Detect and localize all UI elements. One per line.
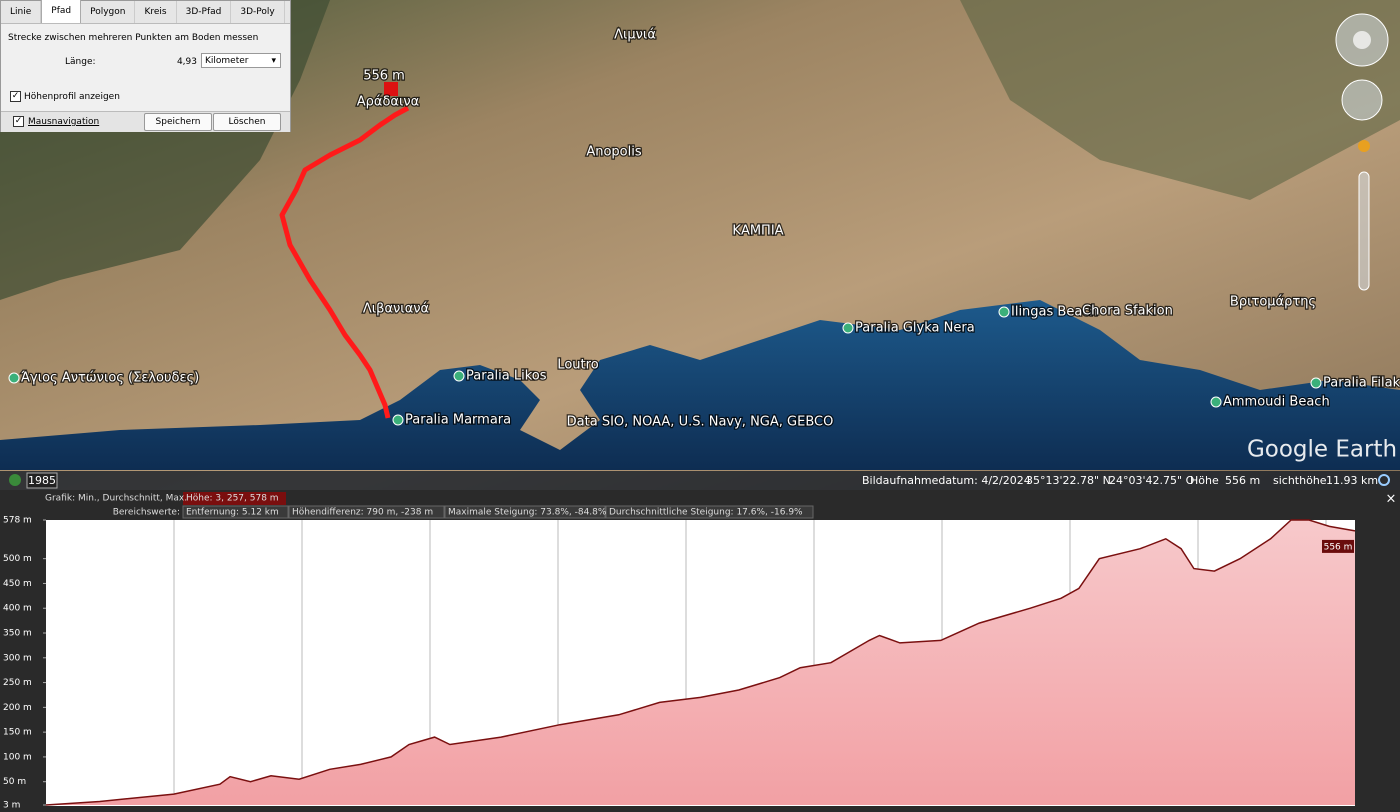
y-tick-label: 400 m bbox=[3, 604, 32, 614]
map-sea bbox=[0, 300, 1400, 470]
profile-height-stats: Höhe: 3, 257, 578 m bbox=[186, 494, 279, 504]
place-pin bbox=[998, 306, 1010, 318]
status-imagery-date: Bildaufnahmedatum: 4/2/2024 bbox=[862, 474, 1031, 487]
logo: Google Earth bbox=[1247, 437, 1397, 463]
map-label: Βριτομάρτης bbox=[1230, 295, 1316, 310]
status-latitude: 35°13'22.78" N bbox=[1026, 474, 1111, 487]
map-label: Chora Sfakion bbox=[1082, 304, 1173, 319]
profile-checkbox[interactable]: ✓ bbox=[10, 91, 21, 102]
map-label: Paralia Marmara bbox=[405, 413, 511, 428]
route-path bbox=[279, 105, 410, 419]
route-marker bbox=[384, 82, 398, 96]
height-box bbox=[183, 492, 286, 505]
y-tick-label: 578 m bbox=[3, 516, 32, 526]
map-label: Anopolis bbox=[586, 145, 642, 160]
status-elevation: 556 m bbox=[1225, 474, 1260, 487]
measure-dialog: Linie Pfad Polygon Kreis 3D-Pfad 3D-Poly Stre… bbox=[0, 0, 291, 132]
zoom-slider[interactable] bbox=[1358, 171, 1370, 291]
y-tick-label: 300 m bbox=[3, 653, 32, 663]
tab-bar: Linie Pfad Polygon Kreis 3D-Pfad 3D-Poly bbox=[1, 0, 290, 24]
map-label: Paralia Filaki bbox=[1323, 376, 1400, 391]
street-view-icon[interactable] bbox=[1358, 140, 1370, 152]
map-label: Λιμνιά bbox=[614, 28, 656, 43]
map-label: Ilingas Beach bbox=[1011, 305, 1098, 320]
streaming-indicator bbox=[1378, 474, 1390, 486]
nav-controls bbox=[1335, 13, 1389, 291]
profile-checkbox-label: Höhenprofil anzeigen bbox=[24, 92, 120, 102]
description: Strecke zwischen mehreren Punkten am Bod… bbox=[8, 33, 259, 43]
place-pin bbox=[8, 372, 20, 384]
place-pin bbox=[453, 370, 465, 382]
elevation-area bbox=[46, 520, 1355, 805]
status-bar bbox=[0, 471, 1400, 490]
status-longitude: 24°03'42.75" O bbox=[1109, 474, 1195, 487]
marker-box bbox=[1322, 539, 1354, 553]
close-button[interactable]: × bbox=[1386, 492, 1397, 507]
y-tick-label: 150 m bbox=[3, 728, 32, 738]
y-tick-label: 450 m bbox=[3, 579, 32, 589]
place-pin bbox=[842, 322, 854, 334]
tab[interactable]: Linie bbox=[1, 1, 42, 23]
map-label: Paralia Glyka Nera bbox=[855, 321, 975, 336]
map-label: Αράδαινα bbox=[357, 95, 419, 110]
distance-box bbox=[182, 505, 289, 519]
place-pin bbox=[392, 414, 404, 426]
map-label: 556 m bbox=[363, 69, 405, 84]
status-elevation-label: Höhe bbox=[1190, 474, 1219, 487]
y-tick-label: 50 m bbox=[3, 777, 26, 787]
tab[interactable]: Polygon bbox=[81, 1, 136, 23]
status-eye-altitude: 11.93 km bbox=[1326, 474, 1378, 487]
profile-range-label: Bereichswerte: bbox=[113, 508, 180, 518]
look-center bbox=[1353, 31, 1371, 49]
save-button[interactable]: Speichern bbox=[144, 113, 212, 131]
profile-graph-label: Grafik: Min., Durchschnitt, Max. bbox=[45, 494, 187, 504]
profile-distance: Entfernung: 5.12 km bbox=[186, 508, 279, 518]
mouse-nav-label: Mausnavigation bbox=[28, 117, 100, 127]
tab[interactable]: Kreis bbox=[135, 1, 177, 23]
y-tick-label: 200 m bbox=[3, 703, 32, 713]
y-tick-label: 3 m bbox=[3, 801, 20, 811]
tab[interactable]: 3D-Pfad bbox=[177, 1, 232, 23]
map-label: Άγιος Αντώνιος (Σελουδες) bbox=[21, 371, 199, 386]
delete-button[interactable]: Löschen bbox=[213, 113, 281, 131]
map-label: Paralia Likos bbox=[466, 369, 547, 384]
avg-slope-box bbox=[605, 505, 814, 519]
tab[interactable]: Pfad bbox=[41, 0, 82, 23]
profile-max-slope: Maximale Steigung: 73.8%, -84.8% bbox=[448, 508, 607, 518]
place-pin bbox=[1210, 396, 1222, 408]
profile-avg-slope: Durchschnittliche Steigung: 17.6%, -16.9… bbox=[609, 508, 803, 518]
y-tick-label: 500 m bbox=[3, 554, 32, 564]
place-pin bbox=[1310, 377, 1322, 389]
y-tick-label: 250 m bbox=[3, 678, 32, 688]
tab[interactable]: 3D-Poly bbox=[231, 1, 285, 23]
map-label: ΚΑΜΠΙΑ bbox=[732, 224, 783, 239]
profile-elevation-difference: Höhendifferenz: 790 m, -238 m bbox=[292, 508, 433, 518]
map-label: Ammoudi Beach bbox=[1223, 395, 1330, 410]
length-label: Länge: bbox=[65, 57, 96, 67]
dropdown-arrow: ▾ bbox=[271, 56, 276, 66]
y-tick-label: 350 m bbox=[3, 629, 32, 639]
move-control[interactable] bbox=[1341, 79, 1383, 121]
status-year: 1985 bbox=[28, 474, 56, 487]
year-box[interactable] bbox=[26, 472, 58, 489]
map-vegetation bbox=[960, 0, 1400, 200]
unit-select[interactable]: Kilometer ▾ bbox=[201, 53, 281, 68]
slope-box bbox=[444, 505, 606, 519]
status-eye-altitude-label: sichthöhe bbox=[1273, 474, 1327, 487]
length-value: 4,93 bbox=[176, 57, 197, 67]
mouse-nav-checkbox[interactable]: ✓ bbox=[13, 116, 24, 127]
marker-label: 556 m bbox=[1324, 542, 1353, 552]
history-icon[interactable] bbox=[9, 474, 21, 486]
y-tick-label: 100 m bbox=[3, 752, 32, 762]
unit-text: Kilometer bbox=[205, 56, 249, 66]
map-label: Λιβανιανά bbox=[363, 302, 429, 317]
elevation-line bbox=[45, 519, 1356, 806]
diff-box bbox=[288, 505, 445, 519]
map-label: Loutro bbox=[557, 358, 598, 373]
attribution: Data SIO, NOAA, U.S. Navy, NGA, GEBCO bbox=[567, 415, 834, 430]
